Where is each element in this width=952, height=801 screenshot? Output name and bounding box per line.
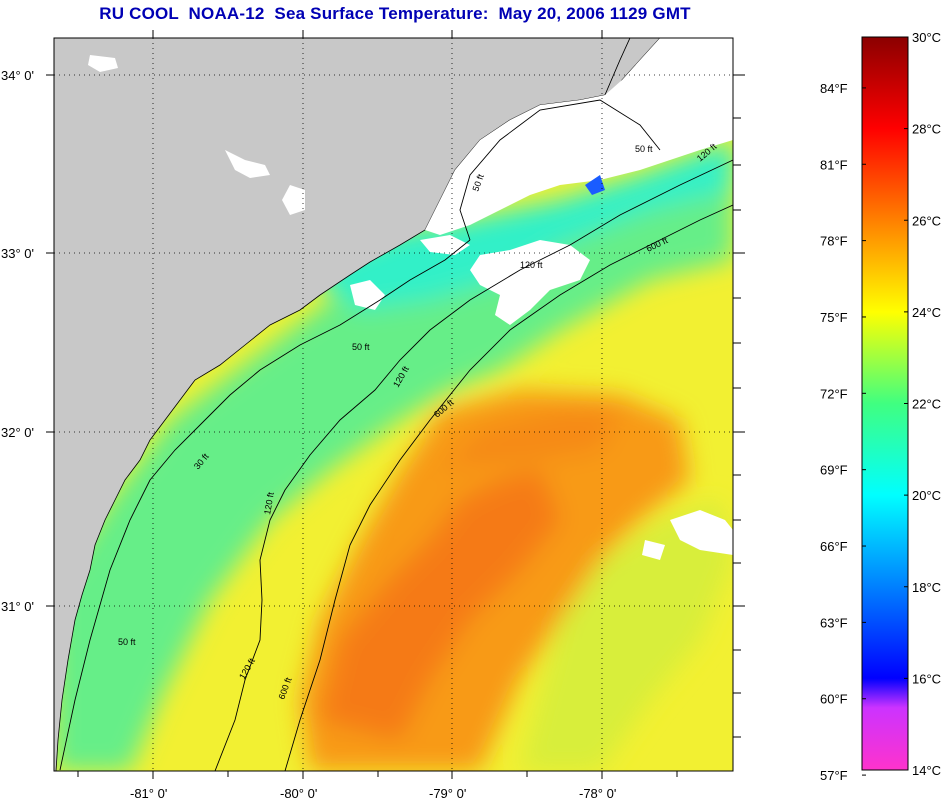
lat-label: 34° 0' bbox=[1, 68, 34, 83]
colorbar: 30°C 28°C 26°C 24°C 22°C 20°C 18°C 16°C 14°C 84°… bbox=[820, 30, 941, 783]
fahrenheit-labels: 84°F 81°F 78°F 75°F 72°F 69°F 66°F 63°F 60°F 57°F bbox=[820, 81, 848, 783]
colorbar-gradient bbox=[861, 36, 909, 771]
celsius-label: 30°C bbox=[912, 30, 941, 45]
celsius-label: 18°C bbox=[912, 580, 941, 595]
colorbar-ticks bbox=[862, 36, 908, 776]
celsius-label: 24°C bbox=[912, 305, 941, 320]
contour-label: 120 ft bbox=[262, 491, 276, 515]
lon-labels: -81° 0' -80° 0' -79° 0' -78° 0' bbox=[130, 786, 616, 801]
fahrenheit-label: 60°F bbox=[820, 692, 848, 707]
fahrenheit-label: 69°F bbox=[820, 463, 848, 478]
fahrenheit-label: 84°F bbox=[820, 81, 848, 96]
contour-label: 50 ft bbox=[352, 342, 370, 352]
celsius-label: 22°C bbox=[912, 397, 941, 412]
lon-label: -80° 0' bbox=[280, 786, 317, 801]
lon-label: -81° 0' bbox=[130, 786, 167, 801]
fahrenheit-label: 81°F bbox=[820, 157, 848, 172]
fahrenheit-label: 75°F bbox=[820, 310, 848, 325]
celsius-label: 28°C bbox=[912, 122, 941, 137]
lat-label: 31° 0' bbox=[1, 599, 34, 614]
map-frame bbox=[53, 37, 734, 772]
map-title: RU COOL NOAA-12 Sea Surface Temperature:… bbox=[99, 4, 691, 23]
lat-label: 33° 0' bbox=[1, 246, 34, 261]
fahrenheit-label: 66°F bbox=[820, 539, 848, 554]
cold-patch bbox=[585, 175, 605, 195]
contour-label: 50 ft bbox=[118, 637, 136, 647]
sst-field bbox=[54, 140, 733, 771]
contour-label: 120 ft bbox=[520, 260, 543, 270]
celsius-label: 14°C bbox=[912, 763, 941, 778]
axis-ticks bbox=[46, 30, 745, 779]
celsius-label: 20°C bbox=[912, 488, 941, 503]
cloud-mask bbox=[88, 38, 733, 560]
map-body: 50 ft 50 ft 50 ft 50 ft 30 ft 120 ft 120… bbox=[54, 38, 733, 771]
fahrenheit-label: 63°F bbox=[820, 615, 848, 630]
fahrenheit-label: 72°F bbox=[820, 386, 848, 401]
celsius-label: 16°C bbox=[912, 671, 941, 686]
lat-label: 32° 0' bbox=[1, 425, 34, 440]
fahrenheit-label: 57°F bbox=[820, 768, 848, 783]
lon-label: -79° 0' bbox=[429, 786, 466, 801]
lat-labels: 34° 0' 33° 0' 32° 0' 31° 0' bbox=[1, 68, 34, 614]
lon-label: -78° 0' bbox=[579, 786, 616, 801]
graticule bbox=[54, 38, 733, 771]
bathymetry-contours bbox=[59, 99, 733, 771]
celsius-labels: 30°C 28°C 26°C 24°C 22°C 20°C 18°C 16°C 14°C bbox=[912, 30, 941, 778]
celsius-label: 26°C bbox=[912, 213, 941, 228]
contour-label: 50 ft bbox=[635, 144, 653, 154]
fahrenheit-label: 78°F bbox=[820, 234, 848, 249]
